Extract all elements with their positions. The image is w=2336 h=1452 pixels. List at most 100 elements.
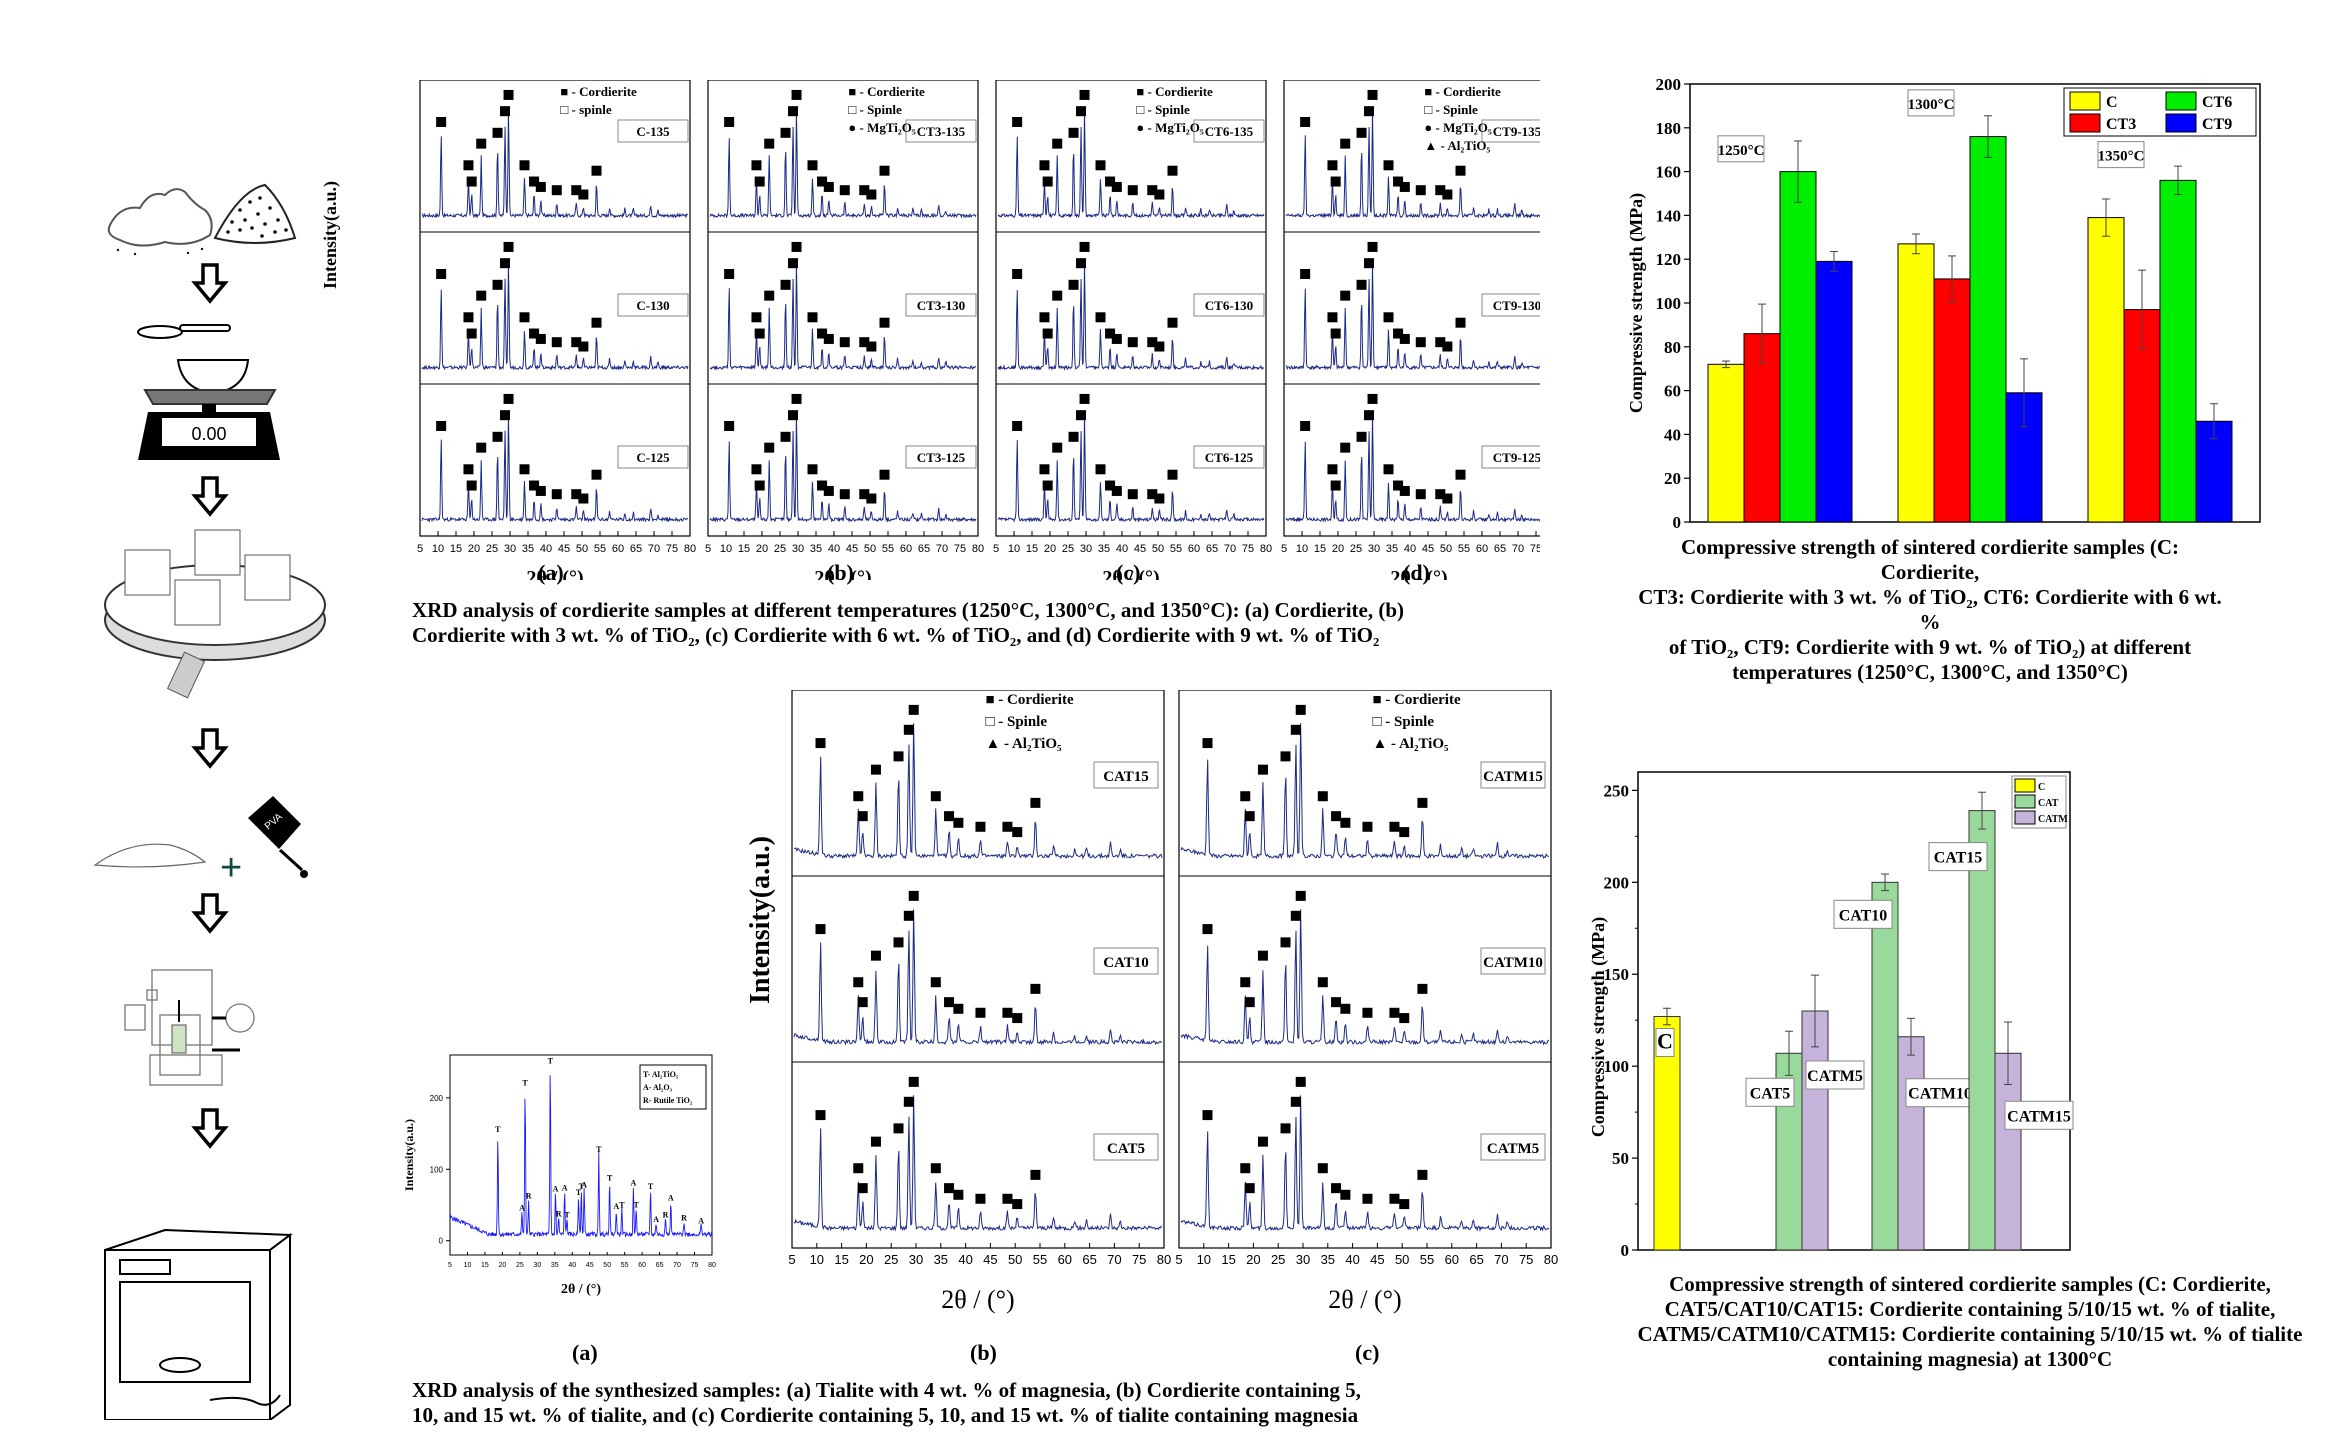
x-tick-label: 60 [900, 543, 912, 555]
legend-entry: ● - MgTi₂O₅ [1424, 120, 1492, 135]
y-tick-label: 0 [1673, 513, 1682, 532]
sample-label: C-135 [636, 124, 670, 139]
cordierite-marker [1095, 464, 1106, 475]
legend-swatch-CT6 [2165, 91, 2197, 111]
x-tick-label: 15 [1026, 543, 1038, 555]
cordierite-marker [975, 1007, 986, 1018]
peak-label-A: A [668, 1194, 674, 1203]
temperature-annotation-box [1907, 89, 1955, 117]
temperature-annotation-box [1717, 135, 1765, 163]
x-tick-label: 15 [738, 543, 750, 555]
cordierite-marker [975, 1193, 986, 1204]
x-tick-label: 5 [993, 543, 999, 555]
x-tick-label: 50 [1008, 1252, 1022, 1267]
x-tick-label: 55 [1170, 543, 1182, 555]
x-tick-label: 80 [684, 543, 696, 555]
legend-swatch-C [2014, 778, 2036, 793]
cordierite-marker [866, 189, 877, 200]
cordierite-marker [1367, 89, 1378, 100]
cordierite-marker [1240, 791, 1251, 802]
cordierite-marker [1340, 442, 1351, 453]
cordierite-marker [1362, 1007, 1373, 1018]
x-tick-label: 50 [1440, 543, 1452, 555]
x-tick-label: 80 [972, 543, 984, 555]
cordierite-marker [436, 116, 447, 127]
cordierite-marker [807, 464, 818, 475]
cordierite-marker [571, 489, 582, 500]
bar-label-C: C [1657, 1029, 1673, 1054]
cordierite-marker [1244, 811, 1255, 822]
cordierite-marker [754, 480, 765, 491]
cordierite-marker [1127, 337, 1138, 348]
cordierite-marker [1417, 797, 1428, 808]
cordierite-marker [754, 328, 765, 339]
cordierite-marker [1383, 160, 1394, 171]
x-tick-label: 35 [522, 543, 534, 555]
cordierite-marker [1356, 127, 1367, 138]
x-tick-label: 70 [1512, 543, 1524, 555]
cordierite-marker [1399, 181, 1410, 192]
cordierite-marker [591, 165, 602, 176]
x-tick-label: 35 [551, 1262, 559, 1269]
chart-tialite-caption-line1: Compressive strength of sintered cordier… [1669, 1272, 2271, 1296]
x-tick-label: 65 [1082, 1252, 1096, 1267]
x-tick-label: 55 [594, 543, 606, 555]
cordierite-marker [1280, 1123, 1291, 1134]
xrd-pattern [793, 909, 1163, 1046]
cordierite-marker [1389, 821, 1400, 832]
sample-label: CAT10 [1103, 955, 1149, 971]
x-tick-label: 15 [450, 543, 462, 555]
sintering-furnace-icon [104, 1228, 293, 1422]
cordierite-marker [903, 1096, 914, 1107]
x-tick-label: 30 [909, 1252, 923, 1267]
cordierite-marker [1154, 189, 1165, 200]
cordierite-marker [908, 704, 919, 715]
chart-tio2-caption-line1: Compressive strength of sintered cordier… [1680, 535, 2180, 584]
cordierite-marker [1399, 1199, 1410, 1210]
cordierite-marker [1202, 1110, 1213, 1121]
peak-label-T: T [548, 1056, 554, 1065]
x-tick-label: 60 [1188, 543, 1200, 555]
x-axis-label: 2θ / (°) [1102, 567, 1159, 580]
x-tick-label: 70 [936, 543, 948, 555]
legend-swatch-CT9 [2165, 113, 2197, 133]
top-sublabel-d: (d) [1403, 560, 1430, 585]
x-tick-label: 75 [1519, 1252, 1533, 1267]
cordierite-marker [1154, 493, 1165, 504]
down-arrow-icon [191, 263, 229, 304]
cordierite-marker [787, 410, 798, 421]
chart-tio2-caption-line3: of TiO₂, CT9: Cordierite with 9 wt. % of… [1668, 635, 2192, 659]
cordierite-marker [944, 997, 955, 1008]
cordierite-marker [1367, 241, 1378, 252]
cordierite-marker [476, 290, 487, 301]
temperature-annotation: 1250°C [1718, 143, 1765, 159]
x-tick-label: 5 [1175, 1252, 1182, 1267]
cordierite-marker [1105, 176, 1116, 187]
legend-entry: ■ - Cordierite [848, 84, 925, 99]
cordierite-marker [1399, 333, 1410, 344]
x-tick-label: 30 [1080, 543, 1092, 555]
cordierite-marker [1244, 997, 1255, 1008]
cordierite-marker [1295, 1076, 1306, 1087]
xrd-pattern [997, 109, 1265, 220]
cordierite-marker [499, 258, 510, 269]
cordierite-marker [571, 337, 582, 348]
x-tick-label: 35 [1386, 543, 1398, 555]
sample-label: CAT15 [1103, 769, 1149, 785]
cordierite-marker [879, 317, 890, 328]
x-tick-label: 30 [504, 543, 516, 555]
cordierite-marker [503, 393, 514, 404]
cordierite-marker [1327, 160, 1338, 171]
cordierite-marker [1105, 328, 1116, 339]
bar-label-box [1905, 1078, 1975, 1108]
top-xrd-caption-line1: XRD analysis of cordierite samples at di… [412, 598, 1405, 622]
x-tick-label: 60 [612, 543, 624, 555]
sample-label: CATM15 [1483, 769, 1543, 785]
cordierite-marker [870, 950, 881, 961]
x-tick-label: 45 [558, 543, 570, 555]
down-arrow-icon [191, 1108, 229, 1149]
cordierite-marker [1257, 764, 1268, 775]
cordierite-marker [866, 493, 877, 504]
x-tick-label: 15 [834, 1252, 848, 1267]
cordierite-marker [1317, 791, 1328, 802]
